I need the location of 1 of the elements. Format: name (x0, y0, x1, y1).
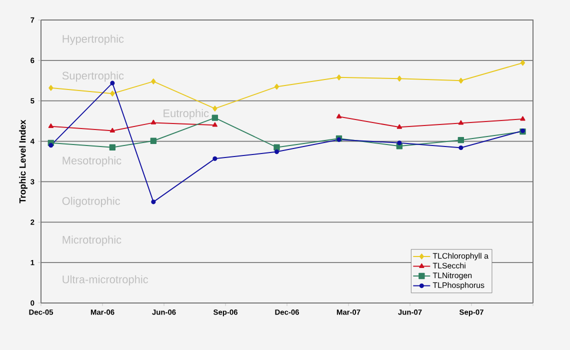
y-axis-title: Trophic Level Index (19, 120, 28, 204)
